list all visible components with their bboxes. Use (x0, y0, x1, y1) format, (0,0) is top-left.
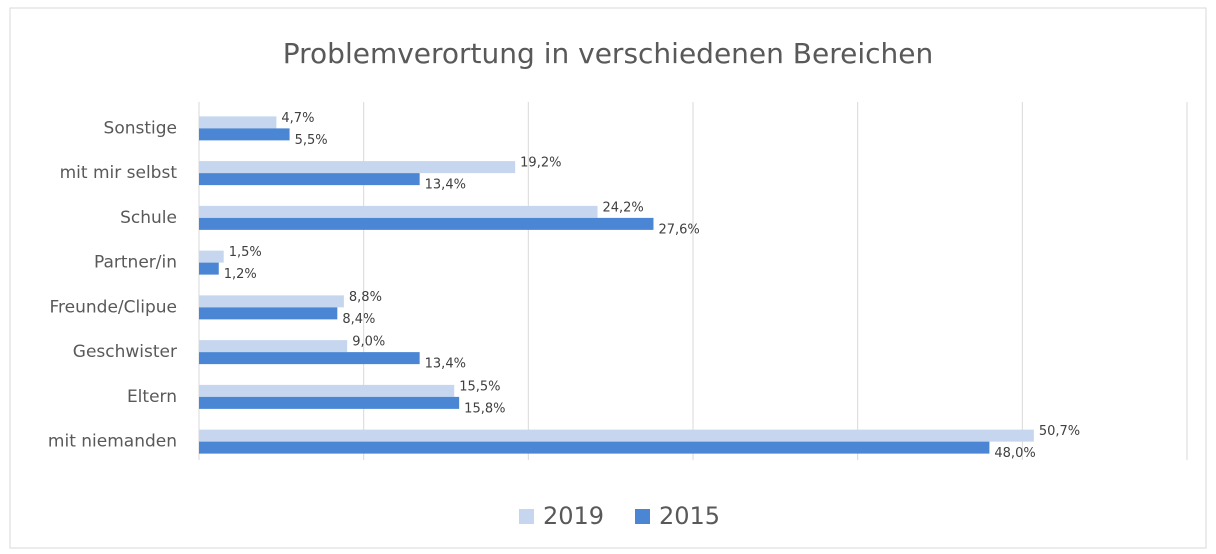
legend-label: 2019 (543, 502, 604, 530)
value-label: 8,4% (342, 312, 375, 327)
bar (199, 307, 338, 320)
value-label: 9,0% (352, 335, 385, 350)
bar (199, 384, 455, 397)
value-label: 19,2% (520, 156, 561, 171)
value-label: 13,4% (425, 178, 466, 193)
category-label: mit mir selbst (60, 163, 178, 183)
value-label: 50,7% (1039, 424, 1080, 439)
bar (199, 396, 460, 409)
category-label: Freunde/Clipue (50, 297, 177, 317)
category-label: Sonstige (104, 118, 177, 138)
legend-swatch (635, 509, 650, 524)
value-label: 27,6% (658, 222, 699, 237)
value-label: 1,2% (224, 267, 257, 282)
bar (199, 217, 654, 230)
bar (199, 429, 1034, 442)
bar (199, 173, 420, 186)
bar (199, 295, 344, 308)
bar (199, 441, 990, 454)
value-label: 24,2% (602, 200, 643, 215)
value-label: 15,8% (464, 401, 505, 416)
value-label: 15,5% (459, 379, 500, 394)
bar (199, 116, 277, 129)
value-label: 8,8% (349, 290, 382, 305)
category-label: Eltern (127, 387, 177, 407)
category-label: mit niemanden (48, 432, 177, 452)
category-label: Partner/in (94, 253, 177, 273)
value-label: 5,5% (295, 133, 328, 148)
category-label: Schule (120, 208, 177, 228)
value-label: 4,7% (281, 111, 314, 126)
bar (199, 128, 290, 141)
bar (199, 340, 348, 353)
bar (199, 205, 598, 218)
bar (199, 262, 219, 275)
value-label: 1,5% (229, 245, 262, 260)
bar (199, 352, 420, 365)
value-label: 48,0% (994, 446, 1035, 461)
chart-title: Problemverortung in verschiedenen Bereic… (283, 37, 934, 70)
chart-frame (9, 7, 1207, 549)
category-label: Geschwister (73, 342, 177, 362)
legend-label: 2015 (659, 502, 720, 530)
bar (199, 250, 224, 263)
value-label: 13,4% (425, 357, 466, 372)
legend-swatch (519, 509, 534, 524)
bar (199, 161, 516, 174)
